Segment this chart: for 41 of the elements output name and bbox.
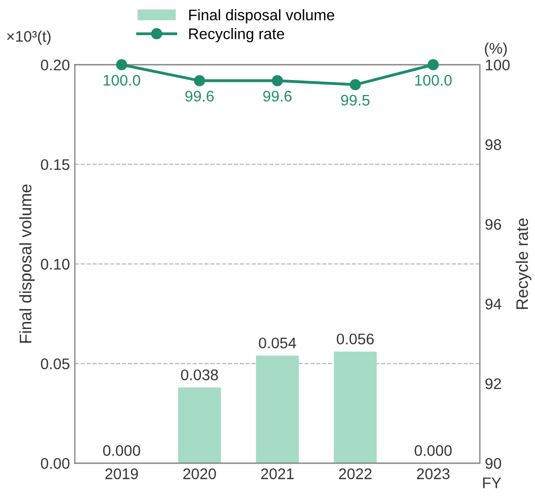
data-label: 99.6 bbox=[185, 90, 214, 102]
bar bbox=[256, 356, 299, 464]
y-tick-label: 0.05 bbox=[40, 358, 70, 370]
y2-tick-label: 100 bbox=[486, 60, 510, 70]
data-label: 0.056 bbox=[336, 334, 374, 344]
y2-tick-label: 92 bbox=[485, 378, 501, 390]
y-tick-label: 0.20 bbox=[40, 60, 70, 70]
x-tick-label: 2019 bbox=[105, 468, 138, 480]
point bbox=[116, 59, 128, 70]
x-tick-label: 2022 bbox=[339, 468, 372, 480]
bar bbox=[334, 352, 377, 464]
point bbox=[350, 79, 361, 90]
data-label: 0.000 bbox=[103, 445, 140, 456]
y2-tick-label: 94 bbox=[485, 298, 502, 310]
text: ×10³(t) bbox=[7, 30, 51, 45]
x-tick-label: 2020 bbox=[183, 468, 216, 480]
y2-tick-label: 98 bbox=[485, 139, 502, 150]
y-axis-title: Final disposal volume bbox=[19, 184, 35, 343]
x-tick-label: 2023 bbox=[416, 468, 450, 480]
x-tick-label: 2021 bbox=[261, 468, 294, 480]
y2-tick-label: 96 bbox=[485, 218, 502, 230]
legend-label: Recycling rate bbox=[189, 28, 284, 42]
text: (%) bbox=[484, 42, 507, 57]
data-label: 0.054 bbox=[258, 338, 296, 348]
data-label: 99.5 bbox=[341, 94, 370, 106]
x-axis-title: FY bbox=[483, 478, 502, 488]
data-label: 0.038 bbox=[180, 369, 218, 380]
y-tick-label: 0.00 bbox=[40, 458, 70, 469]
legend-label: Final disposal volume bbox=[189, 9, 334, 24]
data-label: 99.6 bbox=[263, 90, 292, 102]
y-tick-label: 0.15 bbox=[40, 159, 70, 170]
point bbox=[194, 75, 206, 86]
data-label: 100.0 bbox=[104, 74, 140, 86]
data-label: 0.000 bbox=[414, 445, 452, 456]
data-label: 100.0 bbox=[415, 74, 452, 86]
point bbox=[272, 75, 283, 86]
y2-tick-label: 90 bbox=[485, 458, 502, 469]
point bbox=[428, 59, 439, 70]
bar bbox=[178, 387, 221, 464]
y-tick-label: 0.10 bbox=[40, 258, 70, 270]
y2-axis-title: Recycle rate bbox=[516, 218, 532, 309]
